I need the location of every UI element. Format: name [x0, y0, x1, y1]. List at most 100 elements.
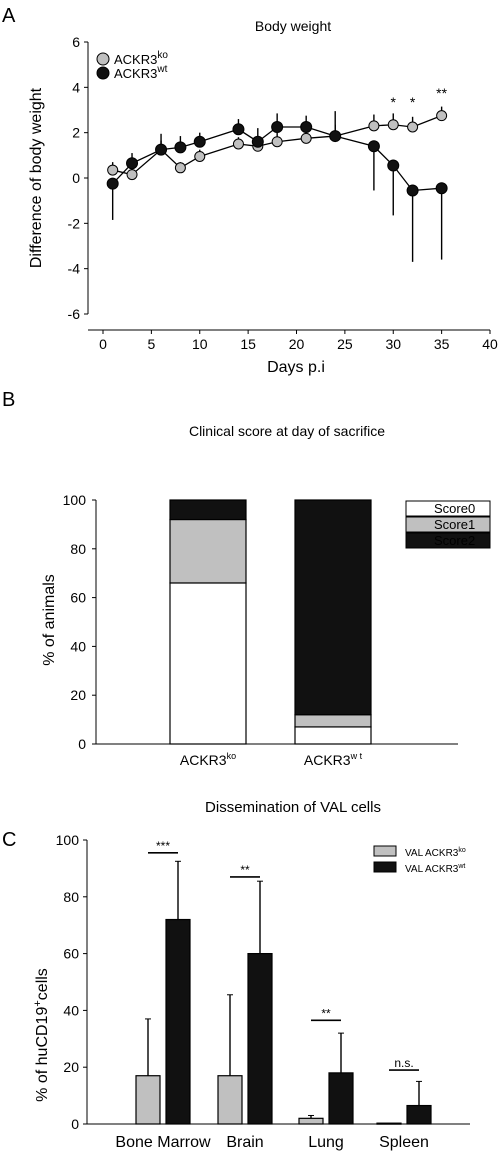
legend-label-val-ko: VAL ACKR3ko [405, 847, 466, 859]
series-wt [106, 111, 448, 262]
chart-c-y-ticks: 0 20 40 60 80 100 [56, 832, 87, 1132]
chart-a-annotations: * *** [391, 85, 448, 110]
x-category-label: Bone Marrow [115, 1134, 211, 1151]
data-point [387, 159, 400, 172]
y-tick-label: 6 [72, 34, 80, 50]
y-tick-label: 80 [70, 541, 86, 557]
data-point [300, 121, 313, 133]
data-point [367, 140, 380, 153]
chart-a-series [106, 106, 448, 262]
significance-marker: * [410, 94, 416, 110]
data-point [126, 169, 138, 181]
x-category-label: ACKR3w t [304, 751, 363, 768]
chart-b-bars [169, 499, 372, 745]
y-tick-label: 2 [72, 125, 80, 141]
data-point [406, 184, 419, 197]
y-tick-label: 60 [63, 946, 79, 962]
data-point [174, 162, 186, 174]
data-point [436, 110, 448, 122]
data-point [194, 150, 206, 162]
chart-a-legend: ACKR3ko ACKR3wt [96, 50, 168, 81]
legend-swatch-score2 [405, 532, 491, 549]
chart-a-ylabel: Difference of body weight [28, 87, 45, 268]
bar-wt [328, 1072, 354, 1125]
x-tick-label: 40 [482, 336, 498, 352]
chart-a-y-ticks: -6 -4 -2 0 2 4 6 [68, 34, 88, 322]
data-point [232, 138, 244, 150]
bar-wt [406, 1104, 432, 1125]
chart-a-x-ticks: 0 5 10 15 20 25 30 35 40 [99, 330, 498, 352]
data-point [407, 121, 419, 133]
data-point [271, 121, 284, 133]
stacked-bar-segment-score2 [169, 499, 247, 521]
legend-swatch-score1 [405, 516, 491, 533]
data-point [126, 157, 139, 170]
stacked-bar-segment-score2 [294, 499, 372, 716]
data-point [435, 182, 448, 195]
x-tick-label: 30 [385, 336, 401, 352]
panel-c-dissemination-chart: C Dissemination of VAL cells % of huCD19… [2, 799, 470, 1151]
stacked-bar-segment-score0 [169, 582, 247, 745]
y-tick-label: 40 [70, 638, 86, 654]
legend-swatch-score0 [405, 500, 491, 517]
chart-c-x-labels: Bone Marrow Brain Lung Spleen [115, 1134, 428, 1151]
legend-label-ko: ACKR3ko [114, 50, 168, 67]
data-point [174, 141, 187, 154]
legend-label-score0: Score0 [434, 501, 475, 516]
chart-c-significance: *******n.s. [148, 839, 419, 1071]
bar-ko [376, 1122, 402, 1125]
data-point [387, 119, 399, 131]
x-tick-label: 5 [147, 336, 155, 352]
panel-b-clinical-score-chart: B Clinical score at day of sacrifice % o… [2, 389, 491, 768]
legend-label-wt: ACKR3wt [114, 64, 168, 81]
panel-label-b: B [2, 389, 15, 411]
chart-c-legend: VAL ACKR3ko VAL ACKR3wt [373, 845, 466, 875]
x-category-label: Lung [308, 1134, 344, 1151]
chart-a-xlabel: Days p.i [267, 359, 325, 376]
significance-marker: ** [436, 85, 447, 101]
stacked-bar-segment-score0 [294, 726, 372, 745]
x-tick-label: 35 [434, 336, 450, 352]
chart-b-x-labels: ACKR3ko ACKR3w t [180, 751, 363, 768]
y-tick-label: 0 [71, 1116, 79, 1132]
legend-marker-wt [96, 66, 110, 80]
stacked-bar-segment-score1 [169, 518, 247, 584]
y-tick-label: -4 [68, 261, 81, 277]
x-category-label: Brain [226, 1134, 263, 1151]
y-tick-label: 100 [56, 832, 80, 848]
chart-a-title: Body weight [255, 18, 331, 34]
y-tick-label: -6 [68, 306, 81, 322]
bar-wt [247, 952, 273, 1125]
y-tick-label: 60 [70, 590, 86, 606]
y-tick-label: 20 [63, 1059, 79, 1075]
x-category-label: ACKR3ko [180, 751, 236, 768]
panel-label-c: C [2, 829, 16, 851]
bar-ko [217, 1075, 243, 1125]
x-tick-label: 0 [99, 336, 107, 352]
data-point [232, 123, 245, 136]
chart-c-title: Dissemination of VAL cells [205, 799, 381, 816]
significance-label: *** [156, 839, 170, 853]
legend-swatch-val-wt [373, 861, 397, 873]
bar-wt [165, 918, 191, 1125]
chart-b-title: Clinical score at day of sacrifice [189, 423, 385, 439]
x-category-label: Spleen [379, 1134, 429, 1151]
y-tick-label: 80 [63, 889, 79, 905]
data-point [300, 132, 312, 144]
legend-label-score2: Score2 [434, 533, 475, 548]
x-tick-label: 10 [192, 336, 208, 352]
x-tick-label: 25 [337, 336, 353, 352]
x-tick-label: 20 [289, 336, 305, 352]
panel-label-a: A [2, 5, 16, 27]
x-tick-label: 15 [240, 336, 256, 352]
chart-b-ylabel: % of animals [41, 574, 58, 666]
bar-ko [298, 1117, 324, 1125]
chart-b-y-ticks: 0 20 40 60 80 100 [63, 492, 96, 752]
significance-label: ** [240, 863, 250, 877]
chart-c-ylabel: % of huCD19+cells [32, 968, 51, 1102]
significance-label: n.s. [394, 1056, 413, 1070]
data-point [329, 130, 342, 143]
legend-marker-ko [96, 52, 110, 66]
